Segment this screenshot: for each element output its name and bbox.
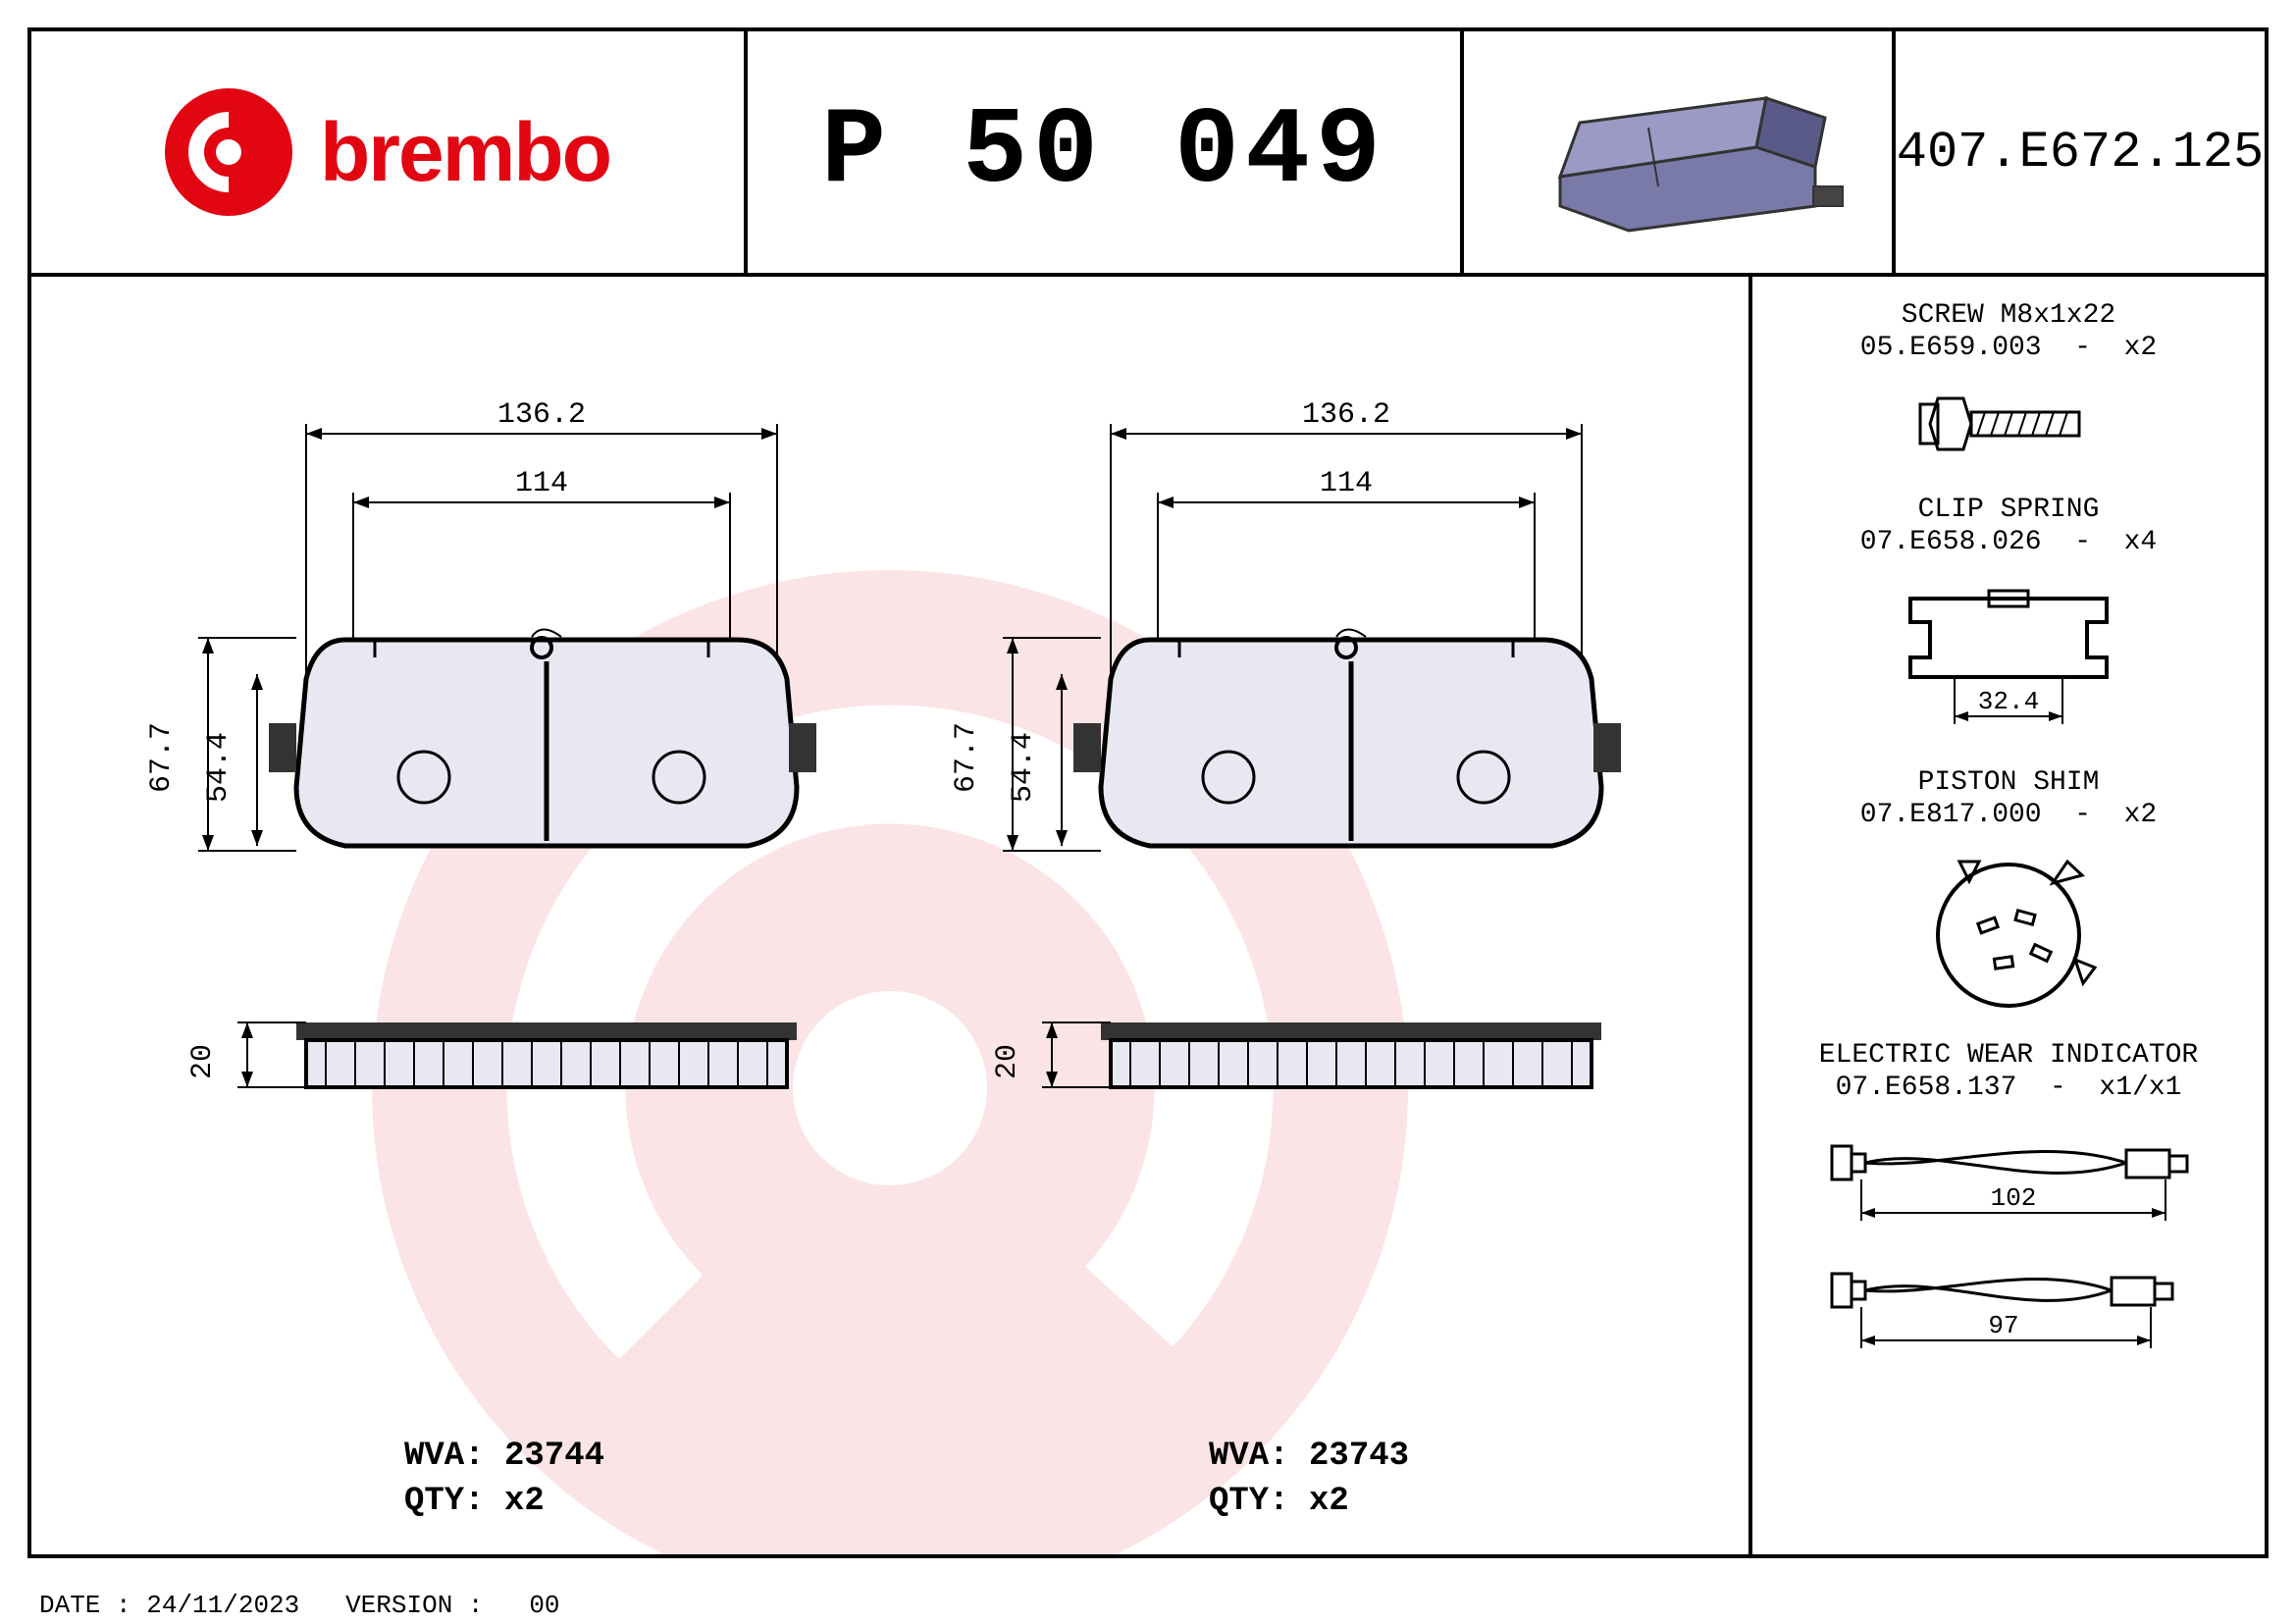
dim-height-overall: 67.7: [954, 722, 983, 793]
version-value: 00: [529, 1591, 559, 1620]
part-number-cell: P 50 049: [748, 31, 1464, 273]
pad-drawing-right: 136.2 114: [954, 375, 1641, 1263]
dim-height-inner: 54.4: [1007, 732, 1040, 803]
wear-indicator-icon: 102 97: [1802, 1115, 2215, 1399]
dim-height-inner: 54.4: [202, 732, 235, 803]
dim-thickness: 20: [991, 1044, 1024, 1079]
date-label: DATE :: [39, 1591, 131, 1620]
brake-pad-3d-icon: [1501, 59, 1854, 245]
reference-number: 407.E672.125: [1897, 124, 2264, 182]
pad-drawing-left: 136.2 114: [149, 375, 836, 1263]
wear-code: 07.E658.137: [1836, 1073, 2017, 1103]
dim-width-inner: 114: [1320, 467, 1373, 500]
wva-label: WVA:: [404, 1438, 485, 1475]
screw-code: 05.E659.003: [1860, 333, 2042, 363]
qty-label: QTY:: [404, 1483, 485, 1520]
qty-value: x2: [504, 1483, 545, 1520]
shim-title: PISTON SHIM: [1772, 767, 2245, 798]
wear-title: ELECTRIC WEAR INDICATOR: [1772, 1040, 2245, 1071]
drawing-frame: brembo P 50 049 407.E672.125: [27, 27, 2269, 1558]
wva-label: WVA:: [1209, 1438, 1289, 1475]
component-piston-shim: PISTON SHIM 07.E817.000 - x2: [1772, 767, 2245, 1026]
dim-width-inner: 114: [515, 467, 568, 500]
body-row: 136.2 114: [31, 277, 2265, 1554]
qty-value: x2: [1309, 1483, 1349, 1520]
footer: DATE : 24/11/2023 VERSION : 00: [39, 1591, 560, 1620]
part-number: P 50 049: [821, 91, 1386, 214]
shim-qty: x2: [2124, 800, 2158, 830]
main-drawing-area: 136.2 114: [31, 277, 1752, 1554]
wear-dim2: 97: [1988, 1311, 2018, 1340]
wear-qty: x1/x1: [2099, 1073, 2181, 1103]
product-render-cell: [1464, 31, 1896, 273]
version-label: VERSION :: [345, 1591, 483, 1620]
clip-dim: 32.4: [1978, 687, 2039, 716]
screw-icon: [1901, 375, 2116, 473]
clip-spring-icon: 32.4: [1861, 569, 2156, 746]
dim-height-overall: 67.7: [149, 722, 179, 793]
clip-code: 07.E658.026: [1860, 527, 2042, 557]
qty-label: QTY:: [1209, 1483, 1289, 1520]
components-column: SCREW M8x1x22 05.E659.003 - x2: [1752, 277, 2265, 1554]
component-clip-spring: CLIP SPRING 07.E658.026 - x4 32.4: [1772, 495, 2245, 754]
clip-title: CLIP SPRING: [1772, 495, 2245, 525]
wva-value: 23743: [1309, 1438, 1409, 1475]
brembo-logo-icon: [165, 88, 292, 216]
dim-width-overall: 136.2: [497, 398, 586, 432]
wva-block-left: WVA: 23744 QTY: x2: [404, 1435, 604, 1525]
date-value: 24/11/2023: [146, 1591, 299, 1620]
shim-code: 07.E817.000: [1860, 800, 2042, 830]
dim-thickness: 20: [186, 1044, 220, 1079]
wva-value: 23744: [504, 1438, 604, 1475]
component-screw: SCREW M8x1x22 05.E659.003 - x2: [1772, 300, 2245, 481]
wva-block-right: WVA: 23743 QTY: x2: [1209, 1435, 1409, 1525]
wear-dim1: 102: [1991, 1183, 2037, 1213]
piston-shim-icon: [1901, 842, 2116, 1019]
clip-qty: x4: [2124, 527, 2158, 557]
brand-name: brembo: [320, 105, 610, 200]
dim-width-overall: 136.2: [1302, 398, 1390, 432]
screw-qty: x2: [2124, 333, 2158, 363]
header-row: brembo P 50 049 407.E672.125: [31, 31, 2265, 277]
logo-cell: brembo: [31, 31, 748, 273]
screw-title: SCREW M8x1x22: [1772, 300, 2245, 331]
component-wear-indicator: ELECTRIC WEAR INDICATOR 07.E658.137 - x1…: [1772, 1040, 2245, 1407]
reference-cell: 407.E672.125: [1896, 31, 2265, 273]
